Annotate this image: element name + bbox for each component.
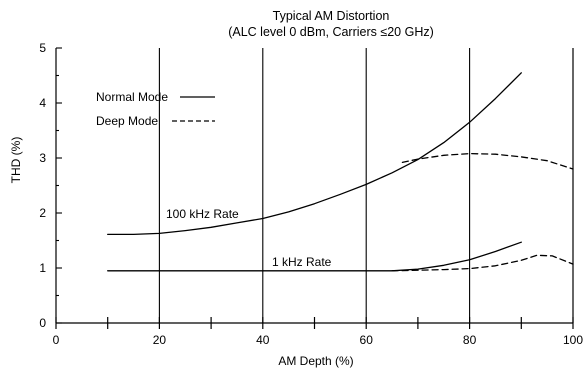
axes [55,47,574,329]
legend-deep-label: Deep Mode [96,114,158,128]
series-line-3 [391,254,574,272]
x-tick-label-80: 80 [463,333,477,347]
y-tick-label-1: 1 [39,261,46,275]
annotation-100khz: 100 kHz Rate [166,207,239,221]
chart-title: Typical AM Distortion [273,9,390,23]
y-tick-label-0: 0 [39,316,46,330]
legend: Normal Mode Deep Mode [96,90,215,128]
gridlines [158,48,471,323]
legend-normal-label: Normal Mode [96,90,168,104]
y-tick-label-2: 2 [39,206,46,220]
y-axis-label: THD (%) [9,137,23,184]
x-axis-label: AM Depth (%) [278,354,353,368]
x-tick-label-0: 0 [53,333,60,347]
tick-labels: 0 20 40 60 80 100 0 1 2 3 4 5 [39,41,583,347]
series-lines [107,72,574,272]
x-tick-label-40: 40 [256,333,270,347]
x-tick-label-60: 60 [360,333,374,347]
series-line-2 [107,241,522,272]
y-tick-label-4: 4 [39,96,46,110]
x-tick-label-100: 100 [563,333,583,347]
y-tick-label-5: 5 [39,41,46,55]
x-tick-label-20: 20 [153,333,167,347]
annotation-1khz: 1 kHz Rate [272,255,332,269]
series-line-0 [107,72,522,236]
chart-subtitle: (ALC level 0 dBm, Carriers ≤20 GHz) [228,25,434,39]
y-tick-label-3: 3 [39,151,46,165]
series-line-1 [401,152,574,170]
